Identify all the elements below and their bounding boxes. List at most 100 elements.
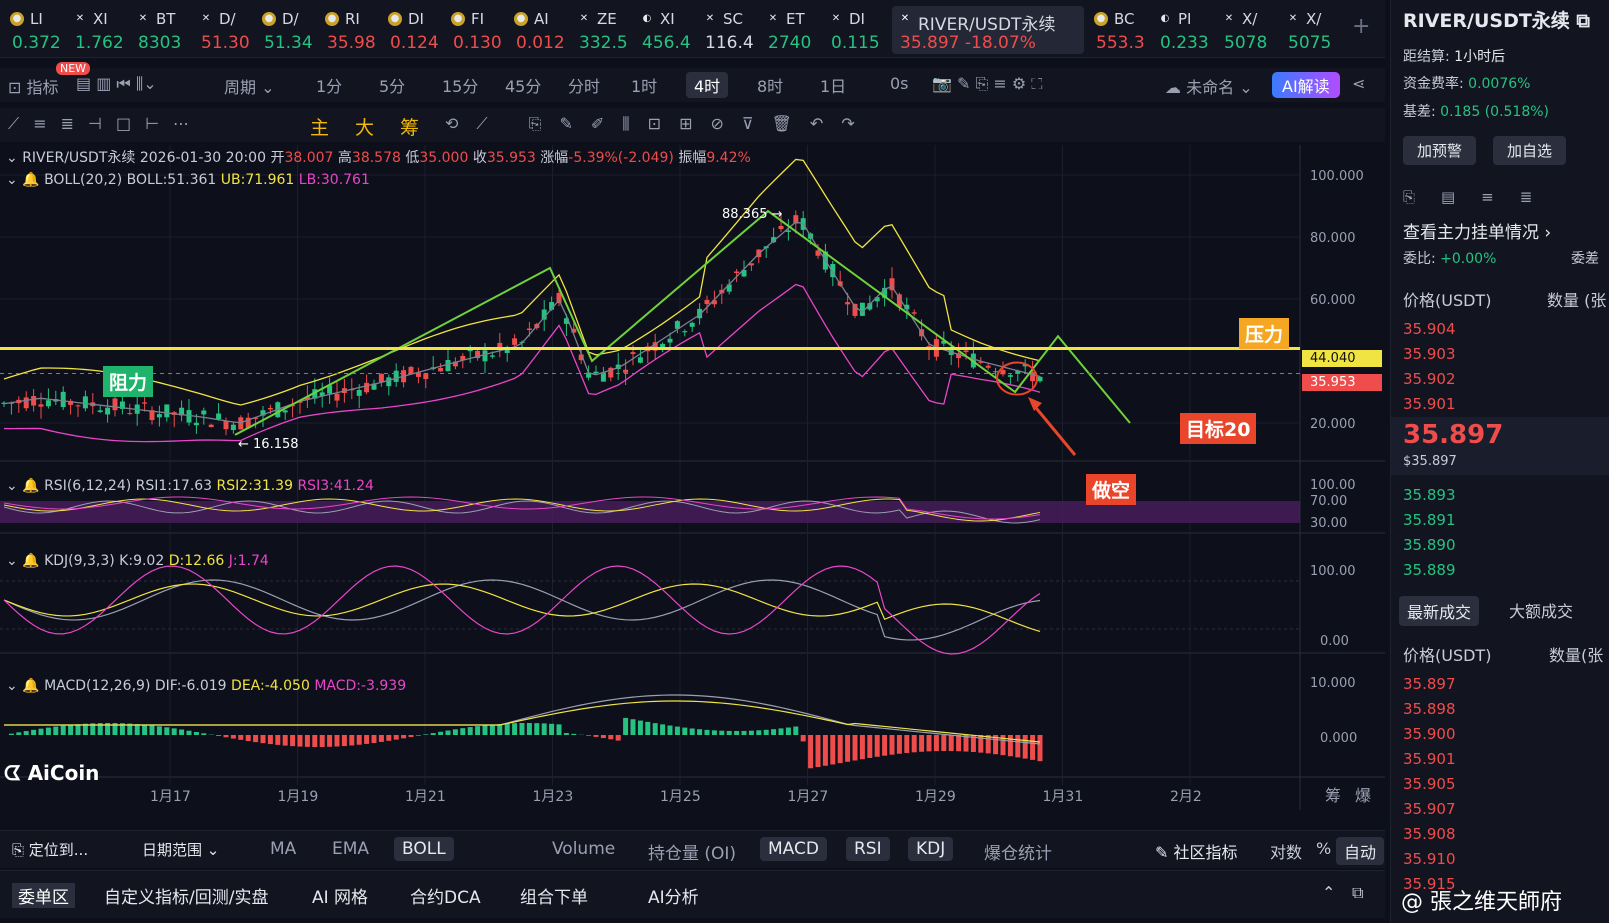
ticker-item[interactable]: ● BC 553.3 (1088, 6, 1152, 54)
interval-tab[interactable]: 45分 (505, 77, 542, 96)
bottom-tab[interactable]: 委单区 (12, 883, 75, 908)
ticker-item[interactable]: ✕ BT 8303 (130, 6, 194, 54)
bottom-tab[interactable]: 组合下单 (520, 888, 588, 908)
interval-tab[interactable]: 5分 (379, 77, 406, 96)
bottom-tab[interactable]: 合约DCA (410, 888, 481, 908)
kdj-toggle[interactable]: KDJ (908, 837, 954, 861)
bottom-tab[interactable]: AI分析 (648, 888, 699, 908)
expand-icon[interactable]: ⧉ (1352, 883, 1364, 902)
ticker-item[interactable]: ✕ D/51.30 (193, 6, 257, 54)
ticker-item[interactable]: ● LI 0.372 (4, 6, 68, 54)
indicator-button[interactable]: ⊡ 指标 (8, 78, 59, 97)
interval-tab[interactable]: 1日 (820, 77, 847, 96)
macd-bar (660, 724, 666, 735)
log-toggle[interactable]: 对数 (1270, 843, 1303, 862)
add-alert-button[interactable]: 加预警 (1403, 136, 1477, 165)
large-label[interactable]: 大 (355, 117, 375, 139)
rsi-toggle[interactable]: RSI (846, 837, 890, 861)
price-row[interactable]: 35.908 (1403, 825, 1456, 843)
price-row[interactable]: 35.890 (1403, 536, 1456, 554)
locate-button[interactable]: ⎘ 定位到... (12, 841, 89, 859)
interval-tab[interactable]: 1分 (316, 77, 343, 96)
oi-toggle[interactable]: 持仓量 (OI) (648, 844, 737, 864)
interval-tab[interactable]: 8时 (757, 77, 784, 96)
ai-button[interactable]: AI解读 (1272, 72, 1340, 98)
book-mode-icons[interactable]: ⎘▤≡≣ (1403, 188, 1559, 206)
macd-toggle[interactable]: MACD (760, 837, 827, 861)
ticker-item-active[interactable]: ✕ RIVER/USDT永续 35.897 -18.07% (892, 6, 1084, 54)
bottom-tab[interactable]: 自定义指标/回测/实盘 (104, 888, 269, 908)
interval-tab[interactable]: 分时 (568, 77, 601, 96)
ema-toggle[interactable]: EMA (332, 839, 370, 859)
percent-toggle[interactable]: % (1316, 839, 1332, 858)
zero-label[interactable]: 0s (890, 74, 909, 93)
depth-link[interactable]: 查看主力挂单情况 › (1403, 223, 1552, 243)
boll-toggle[interactable]: BOLL (394, 837, 454, 861)
liquidation-toggle[interactable]: 爆仓统计 (984, 844, 1052, 864)
more-tools-icons[interactable]: ⟲⟋ ⎘✎✐⫼⊡⊞⊘⊽🗑↶↷ (445, 114, 873, 133)
chip-label[interactable]: 筹 (400, 117, 420, 139)
price-row[interactable]: 35.907 (1403, 800, 1456, 818)
collapse-icon[interactable]: ⌃ (1322, 883, 1336, 902)
interval-tab[interactable]: 1时 (631, 77, 658, 96)
ticker-item[interactable]: ● FI 0.130 (445, 6, 509, 54)
draw-tools-icons[interactable]: ⟋≡≣⊣□⊢⋯ (8, 114, 204, 133)
collapse-icon[interactable]: ⌄ (6, 150, 18, 166)
price-row[interactable]: 35.915 (1403, 875, 1456, 893)
liq-tag[interactable]: 爆 (1355, 786, 1371, 805)
layout-dropdown[interactable]: ☁ 未命名 ⌄ (1165, 78, 1253, 97)
ticker-item[interactable]: ✕ ZE 332.5 (571, 6, 635, 54)
chip-tag[interactable]: 筹 (1325, 786, 1341, 805)
price-row[interactable]: 35.889 (1403, 561, 1456, 579)
bottom-tab[interactable]: AI 网格 (312, 888, 369, 908)
ticker-item[interactable]: ✕ DI 0.115 (823, 6, 887, 54)
price-row[interactable]: 35.900 (1403, 725, 1456, 743)
share-icon[interactable]: ⋖ (1352, 74, 1366, 93)
tab-large-trades[interactable]: 大额成交 (1509, 602, 1574, 621)
ticker-item[interactable]: ✕ ET 2740 (760, 6, 824, 54)
macd-bar (68, 724, 74, 735)
ticker-item[interactable]: ◐ XI 456.4 (634, 6, 698, 54)
ticker-item[interactable]: ✕ XI 1.762 (67, 6, 131, 54)
ticker-item[interactable]: ✕ X/5075 (1280, 6, 1344, 54)
price-row[interactable]: 35.897 (1403, 675, 1456, 693)
ticker-item[interactable]: ● RI 35.98 (319, 6, 383, 54)
volume-toggle[interactable]: Volume (552, 839, 616, 859)
ticker-item[interactable]: ◐ PI 0.233 (1152, 6, 1216, 54)
price-row[interactable]: 35.905 (1403, 775, 1456, 793)
price-row[interactable]: 35.901 (1403, 750, 1456, 768)
price-row[interactable]: 35.901 (1403, 395, 1456, 413)
ticker-item[interactable]: ✕ X/5078 (1216, 6, 1280, 54)
price-row[interactable]: 35.902 (1403, 370, 1456, 388)
tool-icons[interactable]: 📷 ✎ ⎘ ≡ ⚙ ⛶ (932, 74, 1043, 93)
price-row[interactable]: 35.910 (1403, 850, 1456, 868)
period-dropdown[interactable]: 周期 ⌄ (224, 78, 275, 97)
add-tab-icon[interactable]: + (1352, 14, 1371, 39)
community-indicator-button[interactable]: ✎ 社区指标 (1155, 843, 1238, 862)
candle-body (319, 392, 325, 397)
auto-toggle[interactable]: 自动 (1336, 837, 1385, 865)
macd-bar (882, 735, 888, 756)
price-row[interactable]: 35.904 (1403, 320, 1456, 338)
ticker-item[interactable]: ✕ SC 116.4 (697, 6, 761, 54)
date-range-button[interactable]: 日期范围 ⌄ (142, 841, 220, 859)
boll-legend: ⌄ 🔔 BOLL(20,2) BOLL:51.361 UB:71.961 LB:… (6, 172, 370, 188)
layout-icons[interactable]: ▤ ▥ ⏮ ⫼⌄ (76, 74, 157, 93)
interval-tab[interactable]: 4时 (686, 72, 729, 98)
price-chart[interactable]: 100.000 80.000 60.000 20.000 1月17 1月19 1月21 1月2… (0, 145, 1385, 810)
interval-tab[interactable]: 15分 (442, 77, 479, 96)
tab-latest-trades[interactable]: 最新成交 (1399, 596, 1480, 626)
ticker-item[interactable]: ● D/51.34 (256, 6, 320, 54)
candle-body (963, 350, 969, 353)
add-favorite-button[interactable]: 加自选 (1493, 136, 1567, 165)
price-row[interactable]: 35.898 (1403, 700, 1456, 718)
macd-bar (8, 733, 14, 735)
ma-toggle[interactable]: MA (270, 839, 297, 859)
main-label[interactable]: 主 (310, 117, 330, 139)
ticker-item[interactable]: ● DI 0.124 (382, 6, 446, 54)
price-row[interactable]: 35.893 (1403, 486, 1456, 504)
ticker-item[interactable]: ● AI 0.012 (508, 6, 572, 54)
price-row[interactable]: 35.891 (1403, 511, 1456, 529)
macd-bar (645, 721, 651, 735)
price-row[interactable]: 35.903 (1403, 345, 1456, 363)
